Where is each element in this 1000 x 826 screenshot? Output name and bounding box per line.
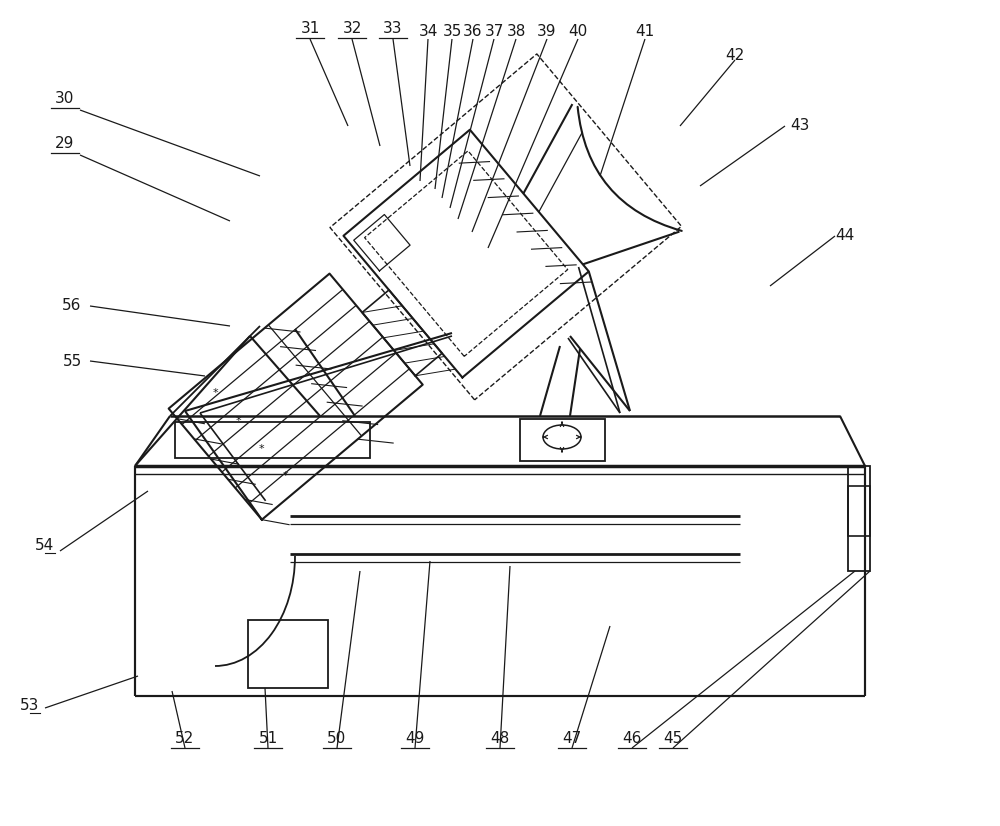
Text: 31: 31: [300, 21, 320, 36]
Text: 54: 54: [35, 539, 55, 553]
Text: 37: 37: [484, 23, 504, 39]
Text: *: *: [212, 388, 218, 398]
Bar: [848, 486, 870, 536]
Text: 52: 52: [175, 731, 195, 746]
Text: 55: 55: [62, 354, 82, 368]
Text: 51: 51: [258, 731, 278, 746]
Text: 33: 33: [383, 21, 403, 36]
Text: 48: 48: [490, 731, 510, 746]
Text: 36: 36: [463, 23, 483, 39]
Text: 30: 30: [55, 91, 75, 106]
Text: 45: 45: [663, 731, 683, 746]
Text: 39: 39: [537, 23, 557, 39]
Text: 38: 38: [506, 23, 526, 39]
Text: 34: 34: [418, 23, 438, 39]
Text: 43: 43: [790, 118, 810, 134]
Text: *: *: [282, 472, 288, 482]
Text: 56: 56: [62, 298, 82, 314]
Bar: [175, 422, 370, 458]
Bar: [248, 620, 328, 688]
Text: 41: 41: [635, 23, 655, 39]
Text: 53: 53: [20, 699, 40, 714]
Text: *: *: [236, 416, 241, 426]
Text: *: *: [259, 444, 265, 453]
Text: 49: 49: [405, 731, 425, 746]
Text: 50: 50: [327, 731, 347, 746]
Text: 35: 35: [442, 23, 462, 39]
Text: 44: 44: [835, 229, 855, 244]
Text: 46: 46: [622, 731, 642, 746]
Text: 42: 42: [725, 49, 745, 64]
Text: 47: 47: [562, 731, 582, 746]
Text: 40: 40: [568, 23, 588, 39]
Text: 29: 29: [55, 136, 75, 151]
Bar: [520, 419, 605, 461]
Bar: [848, 466, 870, 571]
Text: 32: 32: [342, 21, 362, 36]
